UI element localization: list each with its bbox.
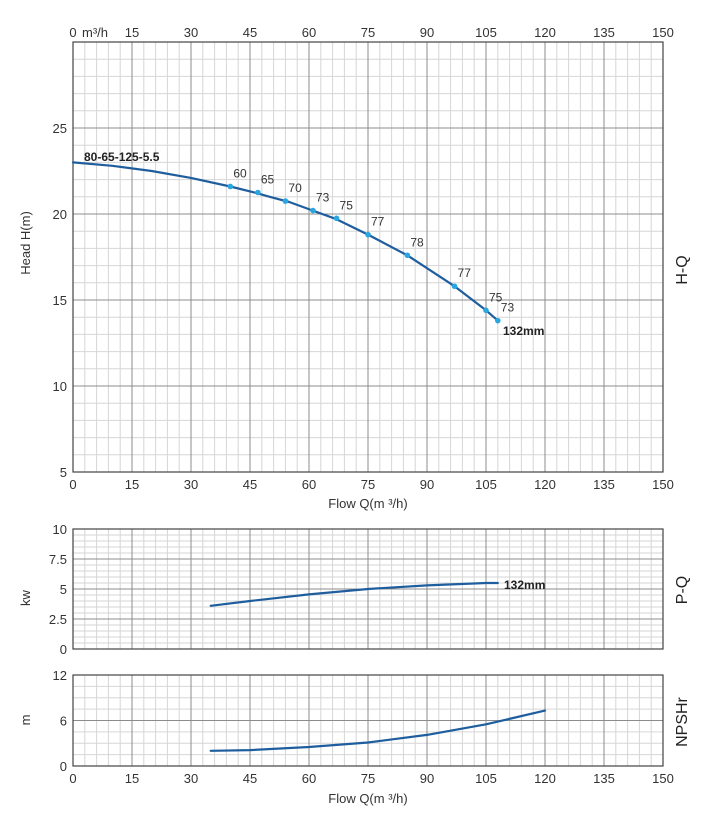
hq-y-tick-label: 25 bbox=[53, 121, 67, 136]
npsh-x-tick-label: 105 bbox=[475, 771, 497, 786]
npsh-x-tick-label: 0 bbox=[69, 771, 76, 786]
efficiency-label: 75 bbox=[340, 198, 354, 212]
pq-ylabel: kw bbox=[18, 589, 33, 606]
hq-y-tick-label: 10 bbox=[53, 379, 67, 394]
hq-series-label: 132mm bbox=[503, 324, 544, 338]
npsh-frame bbox=[72, 674, 664, 767]
npsh-x-tick-label: 120 bbox=[534, 771, 556, 786]
efficiency-label: 70 bbox=[288, 181, 302, 195]
hq-y-tick-label: 15 bbox=[53, 293, 67, 308]
npsh-y-tick-label: 6 bbox=[60, 714, 67, 729]
hq-top-x-tick-label: 90 bbox=[420, 25, 434, 40]
npsh-x-tick-label: 45 bbox=[243, 771, 257, 786]
efficiency-point bbox=[282, 198, 289, 204]
hq-x-tick-label: 15 bbox=[125, 477, 139, 492]
efficiency-point bbox=[495, 317, 501, 324]
hq-x-tick-label: 120 bbox=[534, 477, 556, 492]
hq-top-x-tick-label: 0 bbox=[69, 25, 76, 40]
efficiency-point bbox=[451, 283, 458, 290]
hq-x-tick-label: 135 bbox=[593, 477, 615, 492]
npsh-x-tick-label: 75 bbox=[361, 771, 375, 786]
hq-y-tick-label: 20 bbox=[53, 207, 67, 222]
hq-top-x-tick-label: 105 bbox=[475, 25, 497, 40]
efficiency-label: 75 bbox=[489, 290, 503, 304]
hq-ylabel: Head H(m) bbox=[18, 211, 33, 275]
hq-y-tick-label: 5 bbox=[60, 465, 67, 480]
hq-top-x-tick-label: 120 bbox=[534, 25, 556, 40]
efficiency-label: 65 bbox=[261, 173, 275, 187]
hq-top-x-tick-label: 60 bbox=[302, 25, 316, 40]
hq-x-tick-label: 45 bbox=[243, 477, 257, 492]
pq-y-tick-label: 2.5 bbox=[49, 612, 67, 627]
hq-x-tick-label: 30 bbox=[184, 477, 198, 492]
hq-top-x-tick-label: 30 bbox=[184, 25, 198, 40]
hq-series-line bbox=[71, 161, 499, 322]
npsh-series-line bbox=[209, 709, 547, 752]
pq-plot: 0 2.5 5 7.5 10 bbox=[49, 522, 664, 657]
hq-x-tick-label: 90 bbox=[420, 477, 434, 492]
npsh-x-tick-label: 15 bbox=[125, 771, 139, 786]
efficiency-label: 60 bbox=[233, 166, 247, 180]
efficiency-label: 78 bbox=[410, 235, 424, 249]
npsh-side-label: NPSHr bbox=[674, 696, 691, 746]
efficiency-label: 73 bbox=[316, 191, 330, 205]
pq-y-tick-label: 7.5 bbox=[49, 552, 67, 567]
pq-y-tick-label: 5 bbox=[60, 582, 67, 597]
hq-top-x-tick-label: 75 bbox=[361, 25, 375, 40]
npsh-x-tick-label: 150 bbox=[652, 771, 674, 786]
npsh-xlabel: Flow Q(m ³/h) bbox=[328, 791, 407, 806]
npsh-y-tick-label: 0 bbox=[60, 759, 67, 774]
pq-side-label: P-Q bbox=[674, 576, 691, 604]
efficiency-label: 77 bbox=[458, 266, 472, 280]
npsh-ylabel: m bbox=[18, 715, 33, 726]
hq-x-tick-label: 150 bbox=[652, 477, 674, 492]
efficiency-label: 77 bbox=[371, 215, 385, 229]
efficiency-label: 73 bbox=[501, 301, 515, 315]
hq-side-label: H-Q bbox=[674, 255, 691, 284]
efficiency-point bbox=[333, 215, 340, 222]
hq-x-tick-label: 105 bbox=[475, 477, 497, 492]
hq-xlabel: Flow Q(m ³/h) bbox=[328, 496, 407, 511]
efficiency-point bbox=[255, 189, 261, 196]
npsh-x-tick-label: 135 bbox=[593, 771, 615, 786]
efficiency-point bbox=[404, 252, 411, 259]
hq-frame bbox=[72, 41, 664, 473]
hq-x-tick-label: 75 bbox=[361, 477, 375, 492]
hq-top-unit-label: m³/h bbox=[82, 25, 108, 40]
pq-y-tick-label: 10 bbox=[53, 522, 67, 537]
efficiency-point bbox=[227, 183, 234, 190]
npsh-x-tick-label: 90 bbox=[420, 771, 434, 786]
npsh-x-tick-label: 60 bbox=[302, 771, 316, 786]
hq-top-x-tick-label: 135 bbox=[593, 25, 615, 40]
hq-x-tick-label: 60 bbox=[302, 477, 316, 492]
hq-top-x-tick-label: 15 bbox=[125, 25, 139, 40]
hq-top-x-tick-label: 150 bbox=[652, 25, 674, 40]
pq-series-label: 132mm bbox=[504, 578, 545, 592]
npsh-x-tick-label: 30 bbox=[184, 771, 198, 786]
hq-top-x-tick-label: 45 bbox=[243, 25, 257, 40]
efficiency-point bbox=[310, 207, 316, 214]
pq-frame bbox=[72, 528, 664, 650]
hq-x-tick-label: 0 bbox=[69, 477, 76, 492]
pq-series-line bbox=[209, 581, 499, 607]
pq-y-tick-label: 0 bbox=[60, 642, 67, 657]
hq-model-label: 80-65-125-5.5 bbox=[84, 150, 160, 164]
efficiency-point bbox=[483, 307, 489, 314]
npsh-y-tick-label: 12 bbox=[53, 668, 67, 683]
efficiency-point bbox=[365, 231, 371, 238]
hq-plot: 5 10 15 20 25 0 15 30 45 60 75 90 105 120 135 150 0 15 30 4… bbox=[53, 25, 674, 492]
